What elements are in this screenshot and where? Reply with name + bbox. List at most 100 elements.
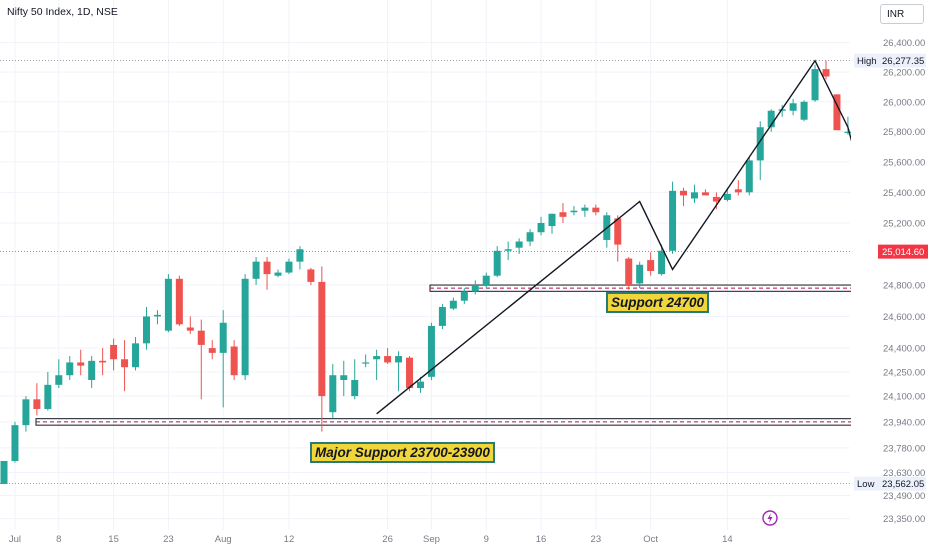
- candle-body: [592, 207, 600, 213]
- candle-body: [647, 260, 655, 271]
- candle-body: [110, 344, 118, 360]
- candle-body: [88, 360, 96, 381]
- candle-body: [844, 131, 852, 133]
- candle-body: [252, 261, 260, 279]
- y-tick-label: 24,250.00: [883, 368, 925, 379]
- candle-body: [811, 69, 819, 101]
- candle-body: [767, 110, 775, 128]
- candle-body: [800, 101, 808, 120]
- candle-body: [515, 241, 523, 248]
- last-price-badge: [878, 244, 928, 259]
- candle-body: [219, 322, 227, 353]
- candle-body: [614, 218, 622, 245]
- level-badge: [854, 53, 926, 68]
- level-name-label: High: [857, 56, 877, 67]
- x-tick-label: 16: [536, 534, 547, 545]
- candle-body: [833, 94, 841, 131]
- x-tick-label: 26: [382, 534, 393, 545]
- candle-body: [318, 281, 326, 397]
- y-tick-label: 24,600.00: [883, 312, 925, 323]
- candle-body: [658, 250, 666, 275]
- x-tick-label: Aug: [215, 534, 232, 545]
- level-value-label: 26,277.35: [882, 56, 924, 67]
- candle-body: [329, 375, 337, 413]
- candle-body: [690, 192, 698, 199]
- candle-body: [548, 213, 556, 227]
- y-tick-label: 26,400.00: [883, 38, 925, 49]
- y-tick-label: 26,000.00: [883, 97, 925, 108]
- candle-body: [33, 399, 41, 409]
- candle-body: [669, 190, 677, 251]
- candle-body: [680, 190, 688, 196]
- candle-body: [581, 207, 589, 211]
- y-tick-label: 25,400.00: [883, 188, 925, 199]
- level-value-label: 23,562.05: [882, 479, 924, 490]
- candle-body: [756, 127, 764, 161]
- x-tick-label: Oct: [643, 534, 658, 545]
- candle-body: [789, 103, 797, 111]
- candle-body: [559, 212, 567, 217]
- candle-body: [822, 69, 830, 77]
- candle-body: [0, 460, 8, 484]
- y-tick-label: 24,100.00: [883, 392, 925, 403]
- y-tick-label: 25,600.00: [883, 157, 925, 168]
- y-tick-label: 23,490.00: [883, 491, 925, 502]
- candle-body: [241, 278, 249, 376]
- candle-body: [142, 316, 150, 344]
- y-tick-label: 26,200.00: [883, 68, 925, 79]
- tradingview-logo-icon[interactable]: [762, 510, 778, 526]
- candle-body: [636, 264, 644, 284]
- candle-body: [362, 362, 370, 364]
- price-axis-background: [851, 0, 932, 550]
- x-tick-label: 23: [591, 534, 602, 545]
- candle-body: [570, 210, 578, 213]
- y-tick-label: 24,800.00: [883, 281, 925, 292]
- y-tick-label: 23,780.00: [883, 443, 925, 454]
- support-annotation: Support 24700: [606, 292, 710, 313]
- candle-body: [406, 357, 414, 389]
- candle-body: [44, 384, 52, 409]
- candle-body: [701, 192, 709, 196]
- candle-body: [723, 193, 731, 200]
- currency-selector[interactable]: INR: [880, 4, 924, 24]
- y-tick-label: 25,200.00: [883, 218, 925, 229]
- candle-body: [449, 300, 457, 309]
- candle-body: [22, 399, 30, 426]
- candle-body: [416, 381, 424, 389]
- candle-body: [471, 285, 479, 292]
- x-tick-label: 14: [722, 534, 733, 545]
- candle-body: [438, 307, 446, 326]
- candle-body: [384, 356, 392, 363]
- candle-body: [340, 375, 348, 381]
- candle-body: [734, 189, 742, 193]
- candle-body: [373, 356, 381, 360]
- candle-body: [11, 425, 19, 461]
- y-tick-label: 23,630.00: [883, 468, 925, 479]
- x-tick-label: Jul: [9, 534, 21, 545]
- candle-body: [208, 348, 216, 353]
- candle-body: [230, 346, 238, 376]
- candle-body: [493, 250, 501, 276]
- candle-body: [460, 291, 468, 301]
- candle-body: [285, 261, 293, 273]
- x-tick-label: 15: [108, 534, 119, 545]
- candle-body: [186, 327, 194, 331]
- y-tick-label: 23,940.00: [883, 417, 925, 428]
- candle-body: [482, 275, 490, 286]
- chart-title: Nifty 50 Index, 1D, NSE: [7, 6, 118, 18]
- candle-body: [153, 314, 161, 317]
- x-tick-label: 8: [56, 534, 61, 545]
- candle-body: [121, 359, 129, 368]
- major-support-annotation: Major Support 23700-23900: [310, 442, 495, 463]
- candle-body: [526, 232, 534, 242]
- candle-body: [712, 196, 720, 202]
- candle-body: [504, 249, 512, 251]
- last-price-label: 25,014.60: [882, 247, 924, 258]
- candle-body: [625, 258, 633, 286]
- x-tick-label: 12: [284, 534, 295, 545]
- candle-body: [537, 222, 545, 233]
- candle-body: [175, 278, 183, 325]
- trend-path-line: [376, 59, 915, 415]
- candle-body: [66, 362, 74, 376]
